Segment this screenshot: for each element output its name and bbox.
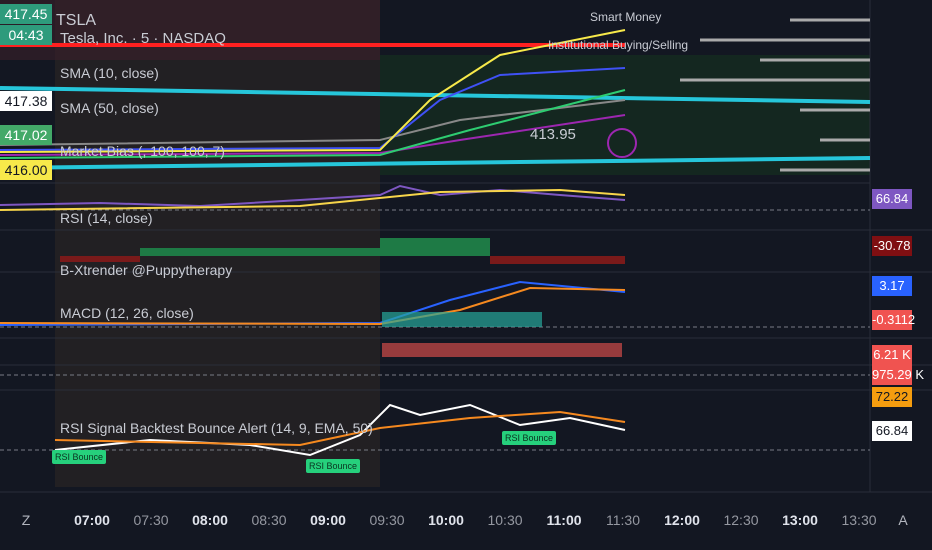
time-label: 11:30	[606, 512, 640, 528]
price-scale-label: 66.84	[872, 421, 912, 441]
price-scale-label: 3.17	[872, 276, 912, 296]
time-label: 12:30	[723, 512, 759, 528]
zoom-button[interactable]: Z	[21, 512, 31, 528]
volume-delta	[382, 343, 622, 357]
time-label: 12:00	[664, 512, 700, 528]
time-label: 08:30	[251, 512, 287, 528]
indicator-label: RSI Signal Backtest Bounce Alert (14, 9,…	[60, 420, 373, 436]
time-label: 10:30	[487, 512, 523, 528]
price-scale-label: 6.21 K	[872, 345, 912, 365]
rsi-ma	[0, 188, 626, 211]
annotation: Smart Money	[590, 10, 662, 24]
rsi-line	[0, 184, 626, 208]
symbol: TSLA	[56, 12, 97, 29]
alert-icon[interactable]	[607, 128, 637, 158]
premarket-shade	[55, 0, 380, 487]
auto-button[interactable]: A	[898, 512, 908, 528]
time-label: 07:30	[133, 512, 169, 528]
price-tag: 416.00	[0, 160, 52, 180]
trend-line	[0, 156, 871, 170]
xtrender-bars	[60, 238, 625, 264]
annotation: Institutional Buying/Selling	[548, 38, 689, 52]
price-scale-label: 72.22	[872, 387, 912, 407]
indicator-label: MACD (12, 26, close)	[60, 305, 194, 321]
price-tag: 417.02	[0, 125, 52, 145]
rsi-bounce-label: RSI Bounce	[502, 431, 557, 445]
price-scale-label: -30.78	[872, 236, 912, 256]
indicator-label: Market Bias (, 100, 100, 7)	[60, 143, 225, 159]
time-label: 13:30	[841, 512, 877, 528]
signal-line	[0, 286, 626, 326]
price-tag: 417.45	[0, 4, 52, 24]
zone	[0, 0, 380, 60]
volume-profile	[680, 18, 870, 172]
rsi-bounce-label: RSI Bounce	[52, 450, 107, 464]
trend-line	[0, 86, 871, 104]
time-label: 10:00	[428, 512, 464, 528]
price-tag: 04:43	[0, 25, 52, 45]
indicator-label: SMA (50, close)	[60, 100, 159, 116]
rsi-bounce-label: RSI Bounce	[306, 459, 361, 473]
time-label: 13:00	[782, 512, 818, 528]
indicator-label: B-Xtrender @Puppytherapy	[60, 262, 233, 278]
annotation: 413.95	[530, 126, 576, 143]
macd-histogram	[382, 312, 542, 327]
time-label: 08:00	[192, 512, 228, 528]
pane-separators	[0, 0, 932, 493]
price-scale-label: 975.29 K	[872, 365, 924, 385]
time-label: 11:00	[546, 512, 582, 528]
price-tag: 417.38	[0, 91, 52, 111]
indicator-label: SMA (10, close)	[60, 65, 159, 81]
price-scale-label: -0.3112	[872, 310, 915, 330]
moving-averages	[0, 29, 626, 159]
time-label: 09:30	[369, 512, 405, 528]
symbol-description: Tesla, Inc. · 5 · NASDAQ	[60, 30, 226, 47]
price-scale-label: 66.84	[872, 189, 912, 209]
rsi-ema	[54, 410, 626, 447]
time-label: 09:00	[310, 512, 346, 528]
indicator-label: RSI (14, close)	[60, 210, 153, 226]
time-label: 07:00	[74, 512, 110, 528]
